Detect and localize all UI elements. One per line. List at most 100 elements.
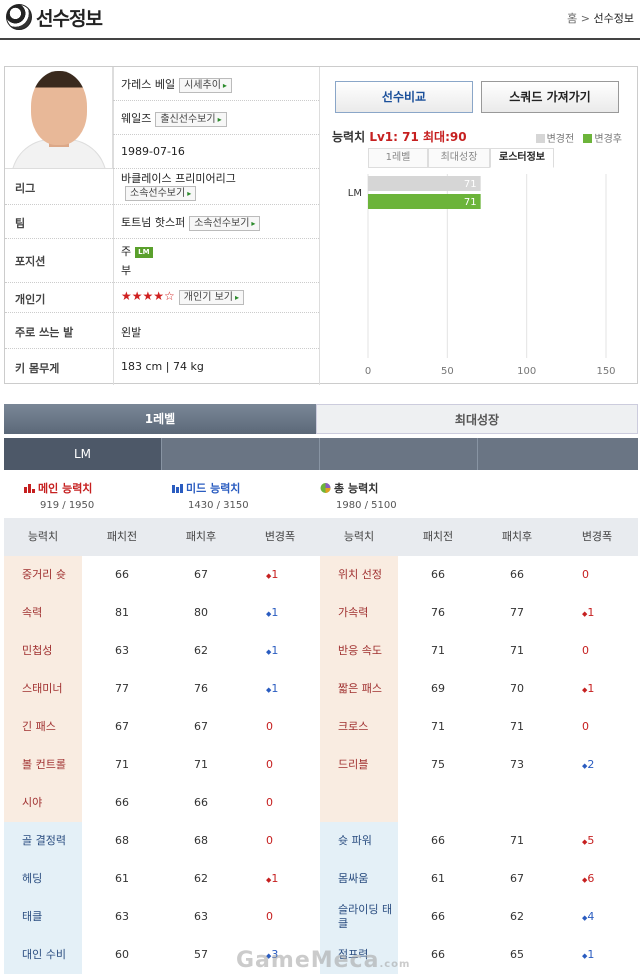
chart-bar-value-label: 71 — [464, 197, 477, 208]
ability-delta-value: 5 — [587, 834, 595, 847]
decrease-icon: ◆ — [266, 648, 272, 656]
position-tab-lm[interactable]: LM — [4, 438, 162, 470]
ability-before: 75 — [431, 758, 445, 771]
summary-total-value: 1980 / 5100 — [336, 500, 397, 511]
col-before-right: 패치전 — [422, 530, 454, 543]
ability-delta: 0 — [240, 746, 320, 784]
chart-bar-value-label: 71 — [464, 179, 477, 190]
league-players-button[interactable]: 소속선수보기 ▸ — [125, 186, 197, 201]
ability-after: 63 — [194, 910, 208, 923]
ability-delta: ◆4 — [556, 898, 636, 936]
summary-mid-value: 1430 / 3150 — [188, 500, 249, 511]
ability-delta-value: 0 — [266, 796, 273, 809]
main-tab-max-growth[interactable]: 최대성장 — [316, 404, 638, 434]
ability-name: 드리블 — [320, 746, 398, 784]
foot-label: 주로 쓰는 발 — [15, 326, 74, 339]
ability-table-header: 능력치 패치전 패치후 변경폭 능력치 패치전 패치후 변경폭 — [4, 518, 638, 556]
skill-view-button[interactable]: 개인기 보기 ▸ — [178, 289, 244, 305]
ability-summary: 메인 능력치 919 / 1950 미드 능력치 1430 / 3150 총 능… — [4, 470, 638, 518]
chart-legend: 변경전 변경후 — [530, 130, 622, 145]
decrease-icon: ◆ — [582, 762, 588, 770]
ability-delta-value: 1 — [271, 872, 279, 885]
ability-delta: 0 — [556, 632, 636, 670]
watermark: GameMeca.com — [236, 948, 411, 973]
col-delta-left: 변경폭 — [264, 530, 296, 543]
compare-player-button[interactable]: 선수비교 — [335, 81, 473, 113]
ability-after: 71 — [510, 720, 524, 733]
ability-before — [398, 784, 478, 822]
ability-delta: 0 — [556, 556, 636, 594]
take-to-squad-button[interactable]: 스쿼드 가져가기 — [481, 81, 619, 113]
position-tab-2[interactable] — [162, 438, 320, 470]
ability-before: 61 — [431, 872, 445, 885]
ability-delta: 0 — [240, 784, 320, 822]
ability-delta-value: 0 — [266, 720, 273, 733]
ability-before: 60 — [115, 948, 129, 961]
ability-delta-value: 0 — [266, 758, 273, 771]
ability-name: 크로스 — [320, 708, 398, 746]
size-label: 키 몸무게 — [15, 362, 60, 375]
ability-before: 63 — [115, 644, 129, 657]
ability-after: 67 — [510, 872, 524, 885]
ability-delta: ◆5 — [556, 822, 636, 860]
ability-before: 71 — [115, 758, 129, 771]
stat-level-value: Lv1: 71 최대:90 — [369, 130, 467, 144]
decrease-icon: ◆ — [266, 610, 272, 618]
table-row: 긴 패스 67 67 0 크로스 71 71 0 — [4, 708, 638, 746]
chart-bar-after — [368, 194, 481, 209]
soccer-ball-icon — [6, 4, 32, 30]
player-photo — [5, 67, 113, 169]
nation-players-button[interactable]: 출신선수보기 ▸ — [155, 111, 227, 127]
ability-before: 76 — [431, 606, 445, 619]
ability-after: 80 — [194, 606, 208, 619]
ability-delta: 0 — [240, 822, 320, 860]
position-tab-4[interactable] — [478, 438, 638, 470]
ability-before: 61 — [115, 872, 129, 885]
ability-name: 짧은 패스 — [320, 670, 398, 708]
ability-after: 76 — [194, 682, 208, 695]
ability-delta — [556, 784, 636, 822]
breadcrumb-home-link[interactable]: 홈 — [567, 12, 578, 25]
ability-before: 71 — [431, 644, 445, 657]
ability-name: 중거리 슛 — [4, 556, 82, 594]
tab-max-growth[interactable]: 최대성장 — [428, 148, 490, 168]
tab-level-1[interactable]: 1레벨 — [368, 148, 428, 168]
ability-name: 헤딩 — [4, 860, 82, 898]
ability-before: 66 — [431, 910, 445, 923]
decrease-icon: ◆ — [582, 952, 588, 960]
skill-label: 개인기 — [15, 293, 46, 306]
ability-delta: 0 — [556, 708, 636, 746]
table-row: 헤딩 61 62 ◆1 몸싸움 61 67 ◆6 — [4, 860, 638, 898]
increase-icon: ◆ — [266, 572, 272, 580]
price-trend-button[interactable]: 시세추이 ▸ — [179, 77, 232, 93]
player-birth: 1989-07-16 — [121, 145, 185, 158]
ability-name: 긴 패스 — [4, 708, 82, 746]
position-tab-bar: LM — [4, 438, 638, 470]
page-title: 선수정보 — [36, 8, 103, 30]
tab-roster-info[interactable]: 로스터정보 — [490, 148, 554, 168]
player-size: 183 cm | 74 kg — [121, 360, 204, 373]
info-row-name: 가레스 베일 시세추이 ▸ — [113, 67, 319, 101]
ability-delta-value: 0 — [582, 720, 589, 733]
bar-chart-icon-blue — [172, 484, 183, 493]
ability-name — [320, 784, 398, 822]
ability-delta-value: 2 — [587, 758, 595, 771]
ability-after — [478, 784, 556, 822]
ability-before: 66 — [431, 834, 445, 847]
ability-name: 몸싸움 — [320, 860, 398, 898]
table-row: 시야 66 66 0 — [4, 784, 638, 822]
decrease-icon: ◆ — [266, 952, 272, 960]
ability-after: 67 — [194, 720, 208, 733]
team-players-button[interactable]: 소속선수보기 ▸ — [189, 215, 261, 231]
ability-after: 71 — [194, 758, 208, 771]
chart-x-tick-label: 150 — [596, 366, 615, 377]
legend-after-swatch — [583, 134, 593, 143]
col-after-right: 패치후 — [501, 530, 533, 543]
ability-after: 71 — [510, 834, 524, 847]
position-tab-3[interactable] — [320, 438, 478, 470]
main-tab-level-1[interactable]: 1레벨 — [4, 404, 316, 434]
ability-name: 속력 — [4, 594, 82, 632]
ability-after: 62 — [510, 910, 524, 923]
page-header: 선수정보 홈 > 선수정보 — [0, 0, 640, 40]
position-label: 포지션 — [15, 255, 46, 268]
